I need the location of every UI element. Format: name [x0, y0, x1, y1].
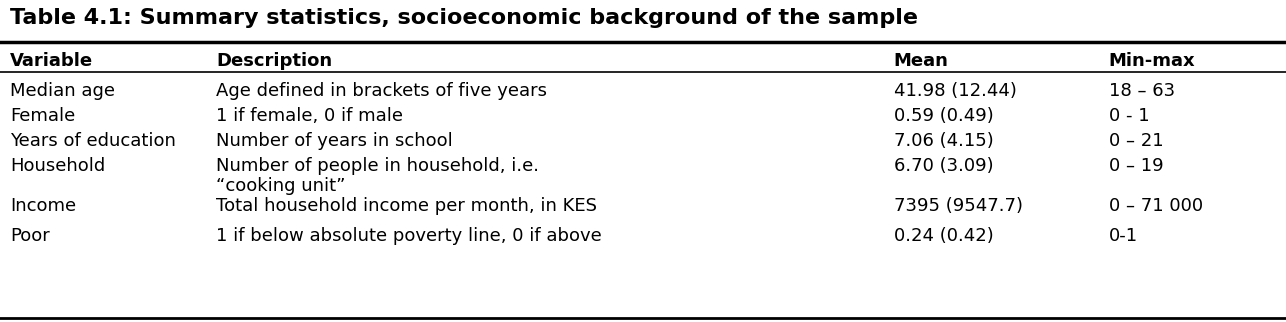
Text: Mean: Mean: [894, 52, 949, 70]
Text: 41.98 (12.44): 41.98 (12.44): [894, 82, 1017, 100]
Text: 1 if below absolute poverty line, 0 if above: 1 if below absolute poverty line, 0 if a…: [216, 227, 602, 245]
Text: 0 - 1: 0 - 1: [1109, 107, 1150, 125]
Text: Years of education: Years of education: [10, 132, 176, 150]
Text: 0.24 (0.42): 0.24 (0.42): [894, 227, 994, 245]
Text: 0 – 71 000: 0 – 71 000: [1109, 197, 1202, 215]
Text: 0.59 (0.49): 0.59 (0.49): [894, 107, 994, 125]
Text: 0 – 19: 0 – 19: [1109, 157, 1163, 175]
Text: Number of years in school: Number of years in school: [216, 132, 453, 150]
Text: Poor: Poor: [10, 227, 50, 245]
Text: 18 – 63: 18 – 63: [1109, 82, 1174, 100]
Text: Median age: Median age: [10, 82, 116, 100]
Text: Description: Description: [216, 52, 332, 70]
Text: 7395 (9547.7): 7395 (9547.7): [894, 197, 1022, 215]
Text: Number of people in household, i.e.: Number of people in household, i.e.: [216, 157, 539, 175]
Text: 0-1: 0-1: [1109, 227, 1138, 245]
Text: “cooking unit”: “cooking unit”: [216, 177, 346, 195]
Text: Table 4.1: Summary statistics, socioeconomic background of the sample: Table 4.1: Summary statistics, socioecon…: [10, 8, 918, 28]
Text: 1 if female, 0 if male: 1 if female, 0 if male: [216, 107, 403, 125]
Text: Household: Household: [10, 157, 105, 175]
Text: Female: Female: [10, 107, 76, 125]
Text: Variable: Variable: [10, 52, 94, 70]
Text: Total household income per month, in KES: Total household income per month, in KES: [216, 197, 597, 215]
Text: Min-max: Min-max: [1109, 52, 1195, 70]
Text: 0 – 21: 0 – 21: [1109, 132, 1163, 150]
Text: 6.70 (3.09): 6.70 (3.09): [894, 157, 993, 175]
Text: 7.06 (4.15): 7.06 (4.15): [894, 132, 994, 150]
Text: Income: Income: [10, 197, 76, 215]
Text: Age defined in brackets of five years: Age defined in brackets of five years: [216, 82, 547, 100]
